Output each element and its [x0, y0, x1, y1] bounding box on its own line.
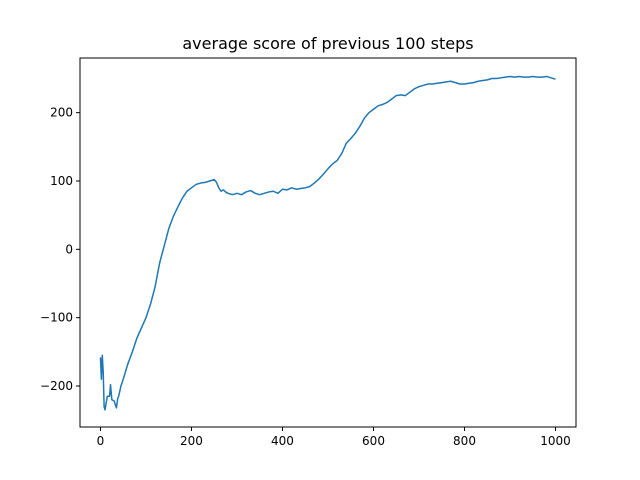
x-tick-label: 0 — [97, 434, 105, 448]
y-tick-label: 200 — [50, 106, 73, 120]
chart-title: average score of previous 100 steps — [182, 34, 473, 53]
y-axis: −200 −100 0 100 200 — [40, 106, 80, 393]
axes-frame — [79, 57, 577, 428]
series-line-0 — [99, 75, 556, 411]
y-tick-label: −200 — [40, 379, 73, 393]
y-tick-label: −100 — [40, 311, 73, 325]
y-tick-label: 0 — [65, 242, 73, 256]
x-tick-label: 600 — [362, 434, 385, 448]
x-tick-label: 800 — [453, 434, 476, 448]
x-tick-label: 400 — [271, 434, 294, 448]
x-tick-label: 200 — [180, 434, 203, 448]
x-tick-label: 1000 — [540, 434, 571, 448]
y-tick-label: 100 — [50, 174, 73, 188]
plot-area — [99, 75, 556, 411]
x-axis: 0 200 400 600 800 1000 — [97, 427, 571, 448]
